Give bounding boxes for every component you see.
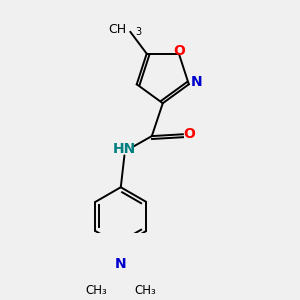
Text: N: N [190,76,202,89]
Text: CH: CH [109,23,127,36]
Text: CH₃: CH₃ [85,284,107,297]
Text: O: O [184,127,195,141]
Text: 3: 3 [135,28,141,38]
Text: CH₃: CH₃ [134,284,156,297]
Text: O: O [173,44,185,58]
Text: HN: HN [113,142,136,156]
Text: N: N [115,257,127,271]
